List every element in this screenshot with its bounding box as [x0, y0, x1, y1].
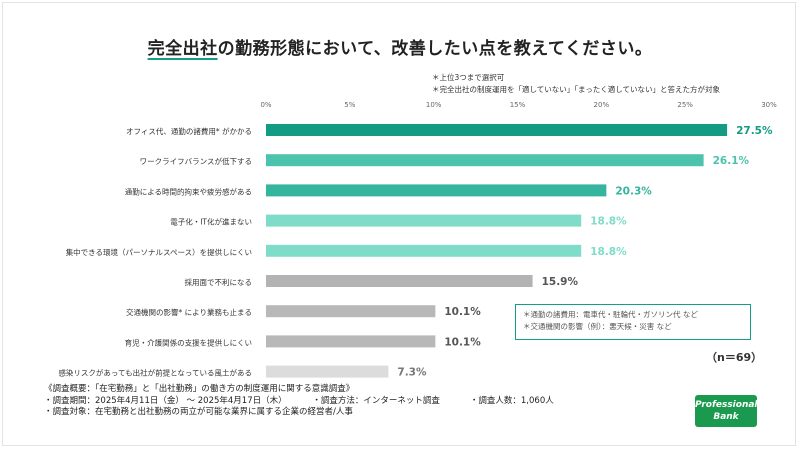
- value-label: 18.8%: [590, 216, 627, 228]
- note-select-limit: ＊上位3つまで選択可: [432, 73, 505, 82]
- note-target: ＊完全出社の制度運用を「適していない」「まったく適していない」と答えた方が対象: [432, 85, 720, 94]
- category-label: 通勤による時間的拘束や疲労感がある: [125, 186, 252, 196]
- value-label: 7.3%: [397, 367, 427, 379]
- title-highlight: 完全出社: [147, 39, 218, 59]
- bar-chart: 0% 5% 10% 15% 20% 25% 30% オフィス代、通勤の諸費用* がかかる 27…: [58, 101, 777, 379]
- bar: [266, 305, 436, 318]
- x-tick-label: 30%: [761, 101, 777, 109]
- bar: [266, 365, 389, 378]
- survey-overview: 《調査概要：「在宅勤務」と「出社勤務」の働き方の制度運用に関する意識調査》 ・調…: [44, 384, 584, 419]
- bar: [266, 335, 436, 348]
- bar: [266, 184, 607, 197]
- logo-line1: Professional: [695, 400, 758, 410]
- logo-line2: Bank: [713, 412, 739, 422]
- value-label: 15.9%: [542, 276, 579, 288]
- value-label: 10.1%: [444, 336, 481, 348]
- x-tick-label: 25%: [677, 101, 693, 109]
- chart-title: 完全出社の勤務形態において、改善したい点を教えてください。: [0, 34, 800, 59]
- x-tick-label: 0%: [260, 101, 271, 109]
- category-label: 交通機関の影響* により業務も止まる: [126, 307, 252, 317]
- survey-title: 《調査概要：「在宅勤務」と「出社勤務」の働き方の制度運用に関する意識調査》: [44, 384, 355, 394]
- value-label: 27.5%: [736, 125, 773, 137]
- bar: [266, 124, 728, 136]
- category-label: 感染リスクがあっても出社が前提となっている風土がある: [58, 368, 252, 378]
- x-tick-label: 20%: [594, 101, 610, 109]
- x-tick-label: 10%: [426, 101, 442, 109]
- bar: [266, 154, 704, 167]
- value-label: 18.8%: [590, 246, 627, 258]
- survey-period: ・調査期間：2025年4月11日（金） 〜 2025年4月17日（木）: [44, 395, 283, 406]
- category-label: 電子化・IT化が進まない: [170, 217, 252, 227]
- survey-method: ・調査方法：インターネット調査: [312, 395, 440, 406]
- x-tick-label: 5%: [344, 101, 355, 109]
- legend-transport-impact: ＊交通機関の影響（例）：悪天候・災害 など: [523, 322, 672, 331]
- footnote-legend-box: ＊通勤の諸費用：電車代・駐輪代・ガソリン代 など ＊交通機関の影響（例）：悪天候…: [515, 304, 751, 340]
- slide-frame: [2, 2, 796, 446]
- title-rest: の勤務形態において、改善したい点を教えてください。: [217, 39, 653, 59]
- bar: [266, 275, 533, 287]
- category-label: 育児・介護関係の支援を提供しにくい: [125, 337, 252, 347]
- bar: [266, 214, 582, 227]
- survey-count: ・調査人数：1,060人: [469, 395, 554, 406]
- category-label: 集中できる環境（パーソナルスペース）を提供しにくい: [66, 247, 252, 257]
- category-label: 採用面で不利になる: [185, 277, 253, 287]
- value-label: 20.3%: [615, 185, 652, 197]
- category-label: オフィス代、通勤の諸費用* がかかる: [126, 126, 252, 136]
- value-label: 26.1%: [713, 155, 750, 167]
- bar: [266, 244, 582, 257]
- sample-size-label: （n＝69）: [706, 351, 763, 364]
- legend-commute-cost: ＊通勤の諸費用：電車代・駐輪代・ガソリン代 など: [523, 310, 698, 319]
- value-label: 10.1%: [444, 306, 481, 318]
- survey-target: ・調査対象：在宅勤務と出社勤務の両立が可能な業界に属する企業の経営者/人事: [44, 407, 353, 417]
- professional-bank-logo: Professional Bank: [695, 395, 758, 427]
- category-label: ワークライフバランスが低下する: [140, 156, 252, 166]
- x-tick-label: 15%: [510, 101, 526, 109]
